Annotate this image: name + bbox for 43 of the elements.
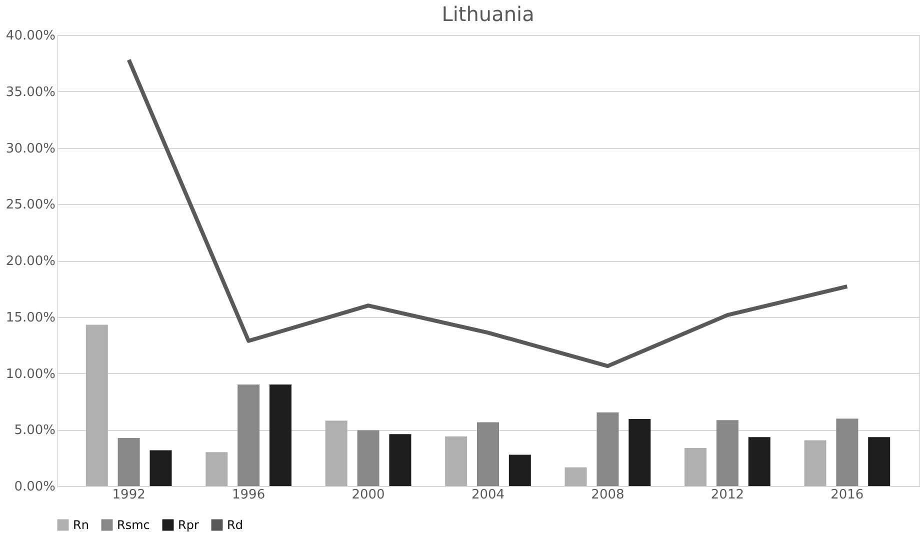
y-tick-label: 20.00%: [6, 254, 56, 269]
y-tick-label: 0.00%: [14, 480, 56, 494]
bar: [684, 448, 707, 486]
y-tick-label: 40.00%: [6, 28, 56, 44]
bar: [477, 422, 499, 486]
bar: [269, 384, 292, 486]
bar: [836, 418, 858, 486]
x-tick-label: 2004: [471, 488, 505, 502]
bar: [86, 324, 108, 486]
x-tick-label: 2016: [830, 488, 864, 502]
bar: [150, 450, 172, 486]
y-tick-label: 15.00%: [6, 310, 56, 326]
legend-label: Rn: [73, 518, 89, 532]
y-tick-label: 25.00%: [6, 198, 56, 213]
y-tick-label: 30.00%: [6, 141, 56, 156]
bar: [596, 412, 619, 486]
bar: [628, 419, 651, 486]
x-tick-label: 2000: [352, 488, 385, 502]
y-tick-label: 5.00%: [14, 423, 56, 438]
legend-label: Rsmc: [117, 518, 150, 532]
x-tick-label: 1992: [112, 488, 146, 502]
y-tick-label: 35.00%: [6, 84, 56, 100]
y-tick-label: 10.00%: [6, 366, 56, 382]
x-tick-label: 2012: [710, 488, 744, 502]
bar: [868, 437, 890, 486]
bar: [716, 420, 738, 486]
legend-label: Rpr: [178, 518, 199, 532]
bar: [748, 437, 770, 486]
bar: [118, 438, 140, 486]
x-tick-label: 1996: [232, 488, 266, 502]
bar: [238, 384, 260, 486]
legend-label: Rd: [227, 518, 243, 532]
line-series: [126, 58, 850, 368]
bar: [389, 434, 412, 486]
bar: [206, 452, 228, 486]
bar: [508, 454, 531, 486]
bar: [325, 420, 348, 486]
bar: [564, 467, 587, 486]
x-tick-label: 2008: [591, 488, 624, 502]
bar: [445, 436, 468, 486]
chart-title: Lithuania: [442, 2, 534, 26]
bar: [804, 440, 826, 486]
bar: [357, 430, 380, 486]
